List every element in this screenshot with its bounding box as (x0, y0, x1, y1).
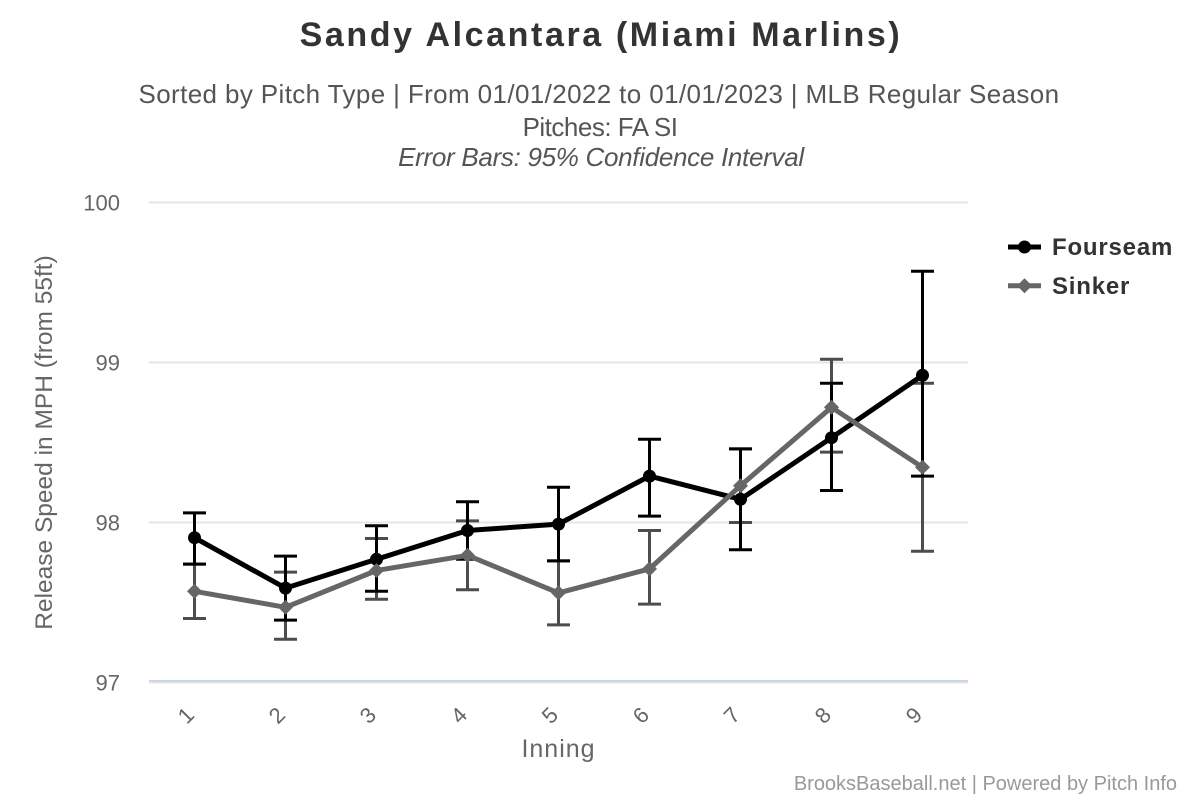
svg-text:98: 98 (96, 511, 120, 536)
svg-text:Fourseam: Fourseam (1052, 234, 1173, 261)
svg-text:Pitches: FA SI: Pitches: FA SI (523, 112, 678, 142)
svg-text:BrooksBaseball.net | Powered b: BrooksBaseball.net | Powered by Pitch In… (794, 773, 1177, 795)
svg-text:99: 99 (96, 351, 120, 376)
svg-text:Release Speed in MPH (from 55f: Release Speed in MPH (from 55ft) (31, 255, 58, 629)
svg-text:Error Bars: 95% Confidence Int: Error Bars: 95% Confidence Interval (398, 142, 805, 172)
svg-text:100: 100 (83, 191, 120, 216)
svg-text:Sandy Alcantara (Miami Marlins: Sandy Alcantara (Miami Marlins) (300, 16, 903, 54)
svg-text:Sorted by Pitch Type | From 01: Sorted by Pitch Type | From 01/01/2022 t… (139, 79, 1060, 109)
svg-text:97: 97 (96, 671, 120, 696)
svg-text:Inning: Inning (521, 735, 595, 763)
svg-text:Sinker: Sinker (1052, 273, 1130, 300)
